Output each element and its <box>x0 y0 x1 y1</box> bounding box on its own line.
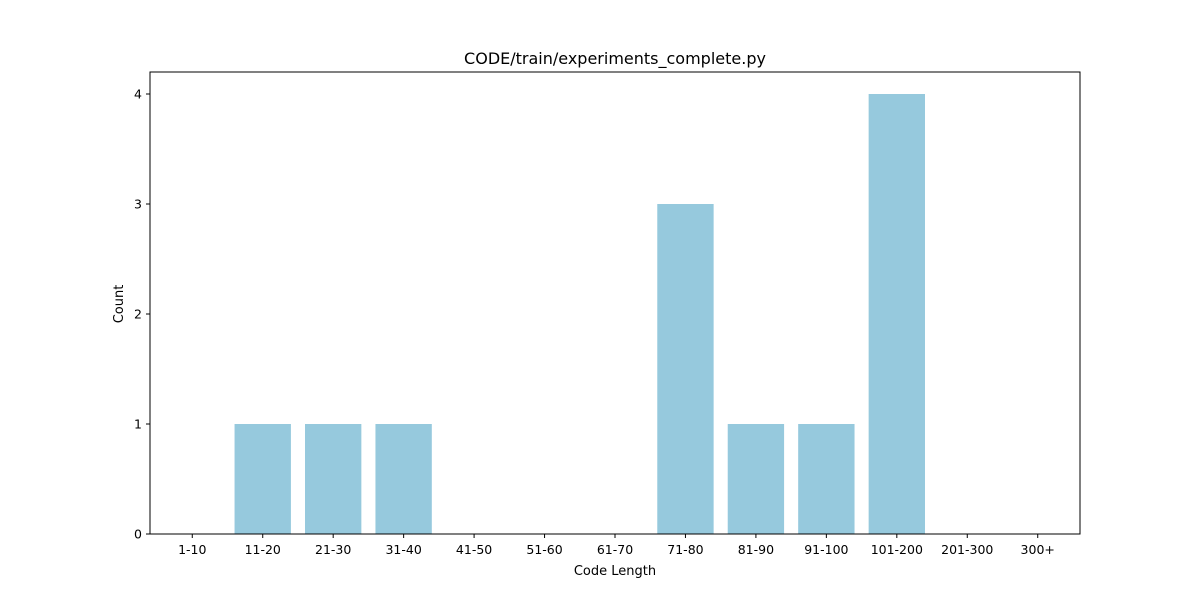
bar-91-100 <box>798 424 855 534</box>
bar-81-90 <box>727 424 785 534</box>
x-tick-label: 31-40 <box>385 542 421 557</box>
x-tick-label: 1-10 <box>178 542 206 557</box>
x-tick-label: 21-30 <box>315 542 351 557</box>
x-tick-label: 41-50 <box>456 542 492 557</box>
bar-31-40 <box>375 424 432 534</box>
x-tick-label: 91-100 <box>804 542 848 557</box>
x-axis-label: Code Length <box>574 564 656 579</box>
y-tick-label: 1 <box>134 417 142 432</box>
y-tick-label: 3 <box>134 197 142 212</box>
x-tick-label: 101-200 <box>871 542 923 557</box>
x-tick-label: 71-80 <box>667 542 703 557</box>
plot-frame <box>149 71 1081 535</box>
y-tick-label: 0 <box>134 527 142 542</box>
bar-71-80 <box>657 204 714 534</box>
bar-21-30 <box>305 424 362 534</box>
x-ticks-group: 1-10 11-20 21-30 31-40 41-50 51-60 61-70 71-80 8… <box>178 534 1055 557</box>
x-tick-label: 11-20 <box>245 542 281 557</box>
chart-title: CODE/train/experiments_complete.py <box>464 49 766 69</box>
x-tick-label: 300+ <box>1021 542 1055 557</box>
x-tick-label: 81-90 <box>738 542 774 557</box>
y-axis-label: Count <box>112 285 127 324</box>
y-tick-label: 2 <box>134 307 142 322</box>
x-tick-label: 51-60 <box>526 542 562 557</box>
y-tick-label: 4 <box>134 87 142 102</box>
y-ticks-group: 0 1 2 3 4 <box>134 87 150 542</box>
bar-11-20 <box>234 424 291 534</box>
bar-101-200 <box>868 94 925 534</box>
x-tick-label: 61-70 <box>597 542 633 557</box>
bars-group <box>234 94 925 534</box>
x-tick-label: 201-300 <box>941 542 993 557</box>
